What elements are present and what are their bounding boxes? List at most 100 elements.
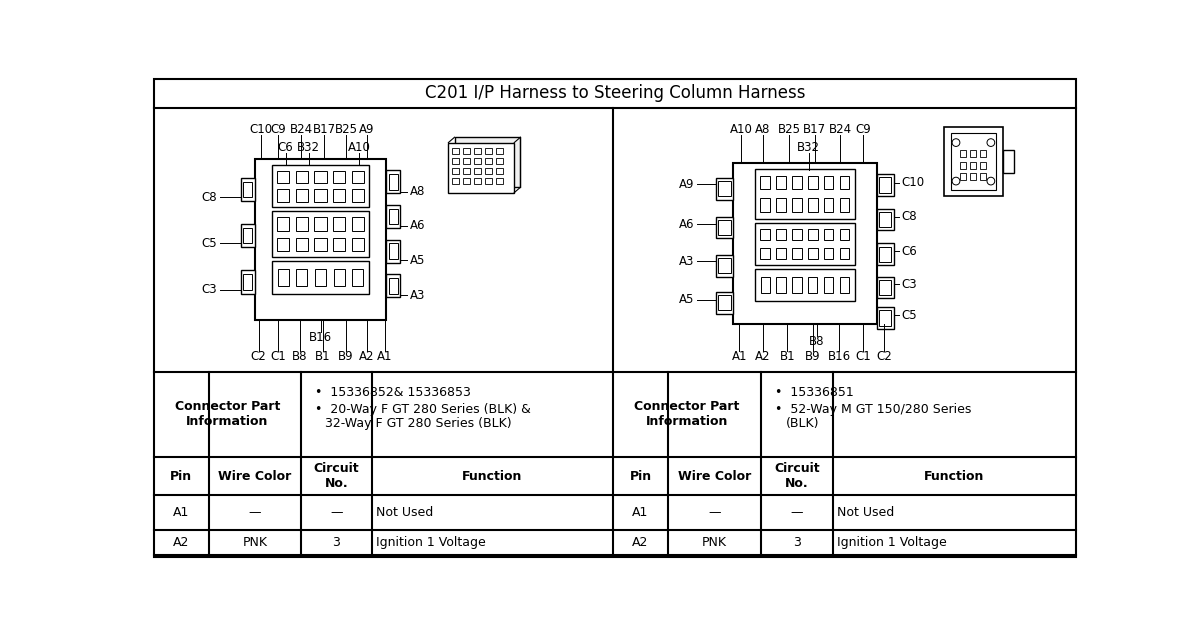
Bar — [733, 163, 876, 324]
Circle shape — [952, 139, 960, 146]
Text: PNK: PNK — [242, 536, 268, 549]
Bar — [277, 217, 289, 231]
Bar — [334, 190, 346, 202]
Bar — [389, 243, 398, 259]
Text: Ignition 1 Voltage: Ignition 1 Voltage — [377, 536, 486, 549]
Bar — [719, 258, 731, 273]
Bar — [463, 178, 470, 184]
Text: C1: C1 — [856, 350, 871, 363]
Bar — [960, 151, 966, 158]
Text: A5: A5 — [679, 293, 695, 306]
Bar — [389, 278, 398, 294]
Bar — [463, 158, 470, 164]
Bar — [296, 171, 308, 183]
Text: (BLK): (BLK) — [786, 416, 820, 430]
Bar — [452, 178, 460, 184]
Text: 3: 3 — [332, 536, 340, 549]
Bar — [296, 269, 307, 285]
Bar — [878, 280, 892, 295]
Bar — [840, 198, 850, 212]
Bar — [474, 158, 481, 164]
Bar — [944, 127, 1002, 197]
Bar — [980, 173, 986, 180]
Text: C6: C6 — [901, 244, 917, 258]
Bar — [970, 162, 976, 169]
Bar — [485, 158, 492, 164]
Bar — [878, 177, 892, 193]
Bar — [242, 228, 252, 243]
Bar — [761, 198, 770, 212]
Text: Not Used: Not Used — [377, 506, 433, 519]
Bar — [824, 248, 834, 259]
Text: A2: A2 — [632, 536, 649, 549]
Bar — [824, 277, 833, 293]
Bar — [716, 292, 733, 314]
Bar — [352, 190, 364, 202]
Bar — [496, 158, 503, 164]
Bar — [352, 238, 364, 251]
Text: C9: C9 — [270, 123, 286, 136]
Bar — [792, 198, 802, 212]
Bar — [277, 171, 289, 183]
Text: Connector Part
Information: Connector Part Information — [634, 401, 739, 428]
Bar — [808, 229, 817, 240]
Text: A6: A6 — [409, 219, 425, 232]
Text: A9: A9 — [679, 178, 695, 191]
Bar — [761, 176, 770, 189]
Bar — [334, 217, 346, 231]
Bar — [463, 168, 470, 174]
Text: C201 I/P Harness to Steering Column Harness: C201 I/P Harness to Steering Column Harn… — [425, 84, 805, 102]
Bar — [449, 142, 515, 193]
Bar — [970, 151, 976, 158]
Text: B8: B8 — [809, 335, 824, 348]
Bar — [1002, 151, 1014, 173]
Text: Circuit
No.: Circuit No. — [313, 462, 359, 490]
Bar — [809, 277, 817, 293]
Bar — [792, 248, 802, 259]
Bar — [452, 158, 460, 164]
Text: A1: A1 — [732, 350, 748, 363]
Text: A2: A2 — [359, 350, 374, 363]
Text: Pin: Pin — [630, 469, 652, 483]
Bar — [808, 176, 817, 189]
Bar — [761, 248, 770, 259]
Text: B24: B24 — [828, 123, 852, 136]
Bar — [463, 148, 470, 154]
Text: A1: A1 — [377, 350, 392, 363]
Bar — [452, 148, 460, 154]
Text: A8: A8 — [409, 185, 425, 198]
Bar — [496, 148, 503, 154]
Bar — [960, 173, 966, 180]
Text: C3: C3 — [202, 283, 217, 296]
Text: C9: C9 — [856, 123, 871, 136]
Bar — [241, 270, 254, 294]
Text: B32: B32 — [797, 142, 821, 154]
Text: B8: B8 — [292, 350, 307, 363]
Bar — [755, 222, 854, 265]
Text: A5: A5 — [409, 254, 425, 267]
Bar — [876, 174, 894, 196]
Bar — [277, 269, 289, 285]
Bar — [277, 190, 289, 202]
Bar — [254, 159, 386, 321]
Text: A6: A6 — [679, 218, 695, 231]
Bar — [386, 170, 401, 193]
Text: A3: A3 — [679, 255, 695, 268]
Text: C2: C2 — [876, 350, 892, 363]
Text: C3: C3 — [901, 278, 917, 291]
Text: Function: Function — [924, 469, 985, 483]
Text: B24: B24 — [289, 123, 313, 136]
Bar — [776, 229, 786, 240]
Text: Pin: Pin — [170, 469, 192, 483]
Bar — [474, 178, 481, 184]
Bar — [271, 261, 370, 294]
Bar — [719, 181, 731, 197]
Text: 32-Way F GT 280 Series (BLK): 32-Way F GT 280 Series (BLK) — [325, 416, 512, 430]
Bar — [716, 217, 733, 238]
Bar — [840, 248, 850, 259]
Bar — [776, 277, 786, 293]
Bar — [452, 168, 460, 174]
Circle shape — [952, 177, 960, 185]
Bar — [242, 274, 252, 290]
Bar — [808, 248, 817, 259]
